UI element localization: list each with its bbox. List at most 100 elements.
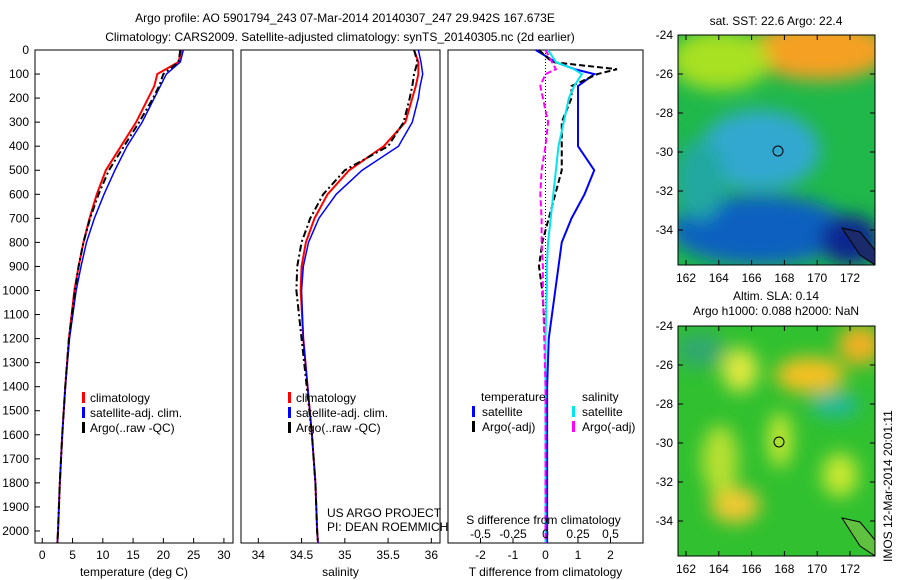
map-y-tick-label: -34 bbox=[656, 223, 674, 237]
legend-label: Argo(..raw -QC) bbox=[296, 421, 381, 435]
title-line-1: Argo profile: AO 5901794_243 07-Mar-2014… bbox=[135, 11, 555, 25]
x-tick-label: -1 bbox=[508, 548, 519, 562]
x-tick-label: -2 bbox=[475, 548, 486, 562]
legend-swatch bbox=[288, 407, 291, 418]
sst-map-title: sat. SST: 22.6 Argo: 22.4 bbox=[710, 14, 843, 28]
legend-label: climatology bbox=[90, 391, 150, 405]
legend-swatch bbox=[572, 421, 575, 432]
map-x-tick-label: 172 bbox=[840, 562, 860, 576]
title-line-2: Climatology: CARS2009. Satellite-adjuste… bbox=[105, 30, 575, 44]
map-x-tick-label: 172 bbox=[840, 271, 860, 285]
coastline bbox=[840, 227, 875, 265]
map-y-tick-label: -28 bbox=[656, 106, 674, 120]
y-tick-label: 200 bbox=[9, 91, 29, 105]
x2-tick-label: -0.25 bbox=[499, 527, 527, 541]
x-tick-label: 2 bbox=[607, 548, 614, 562]
map-y-tick-label: -26 bbox=[656, 358, 674, 372]
y-tick-label: 1900 bbox=[2, 500, 29, 514]
x-tick-label: 5 bbox=[69, 548, 76, 562]
map-y-tick-label: -26 bbox=[656, 67, 674, 81]
legend-label: Argo(-adj) bbox=[582, 420, 635, 434]
x-tick-label: 36 bbox=[425, 548, 439, 562]
sla-map-title-2: Argo h1000: 0.088 h2000: NaN bbox=[693, 304, 859, 318]
map-y-tick-label: -32 bbox=[656, 475, 674, 489]
series-line-s-argo-adj- bbox=[539, 49, 558, 543]
y-tick-label: 1300 bbox=[2, 356, 29, 370]
y-tick-label: 900 bbox=[9, 259, 29, 273]
legend-swatch bbox=[288, 422, 291, 433]
x-axis-label: salinity bbox=[322, 565, 359, 579]
y-tick-label: 2000 bbox=[2, 524, 29, 538]
argo-location-marker bbox=[772, 145, 784, 157]
series-line-argo-raw-qc- bbox=[295, 49, 419, 544]
legend-label: satellite-adj. clim. bbox=[296, 406, 388, 420]
series-line-climatology bbox=[299, 49, 420, 544]
legend-label: Argo(-adj) bbox=[482, 420, 535, 434]
map-y-tick-label: -30 bbox=[656, 436, 674, 450]
argo-location-marker bbox=[773, 436, 785, 448]
x-tick-label: 34 bbox=[252, 548, 266, 562]
map-x-tick-label: 170 bbox=[807, 271, 827, 285]
x-tick-label: 25 bbox=[187, 548, 201, 562]
map-x-tick-label: 168 bbox=[774, 562, 794, 576]
map-y-tick-label: -28 bbox=[656, 397, 674, 411]
y-tick-label: 1000 bbox=[2, 283, 29, 297]
x-tick-label: 10 bbox=[96, 548, 110, 562]
x2-tick-label: 0.5 bbox=[602, 527, 619, 541]
y-tick-label: 1600 bbox=[2, 428, 29, 442]
y-tick-label: 700 bbox=[9, 211, 29, 225]
x-tick-label: 0 bbox=[39, 548, 46, 562]
map-x-tick-label: 162 bbox=[676, 562, 696, 576]
x2-axis-label: S difference from climatology bbox=[466, 513, 621, 527]
timestamp: IMOS 12-Mar-2014 20:01:11 bbox=[881, 410, 895, 562]
x-axis-label: temperature (deg C) bbox=[80, 565, 188, 579]
y-tick-label: 100 bbox=[9, 67, 29, 81]
x-tick-label: 35.5 bbox=[376, 548, 400, 562]
map-x-tick-label: 166 bbox=[742, 271, 762, 285]
map-y-tick-label: -34 bbox=[656, 514, 674, 528]
legend-swatch bbox=[472, 421, 475, 432]
map-x-tick-label: 170 bbox=[807, 562, 827, 576]
y-tick-label: 1200 bbox=[2, 332, 29, 346]
legend-swatch bbox=[572, 406, 575, 417]
y-tick-label: 500 bbox=[9, 163, 29, 177]
legend-label: satellite-adj. clim. bbox=[90, 406, 182, 420]
legend-header-temperature: temperature bbox=[481, 390, 546, 404]
sla-map-frame bbox=[677, 325, 876, 557]
y-tick-label: 600 bbox=[9, 187, 29, 201]
x-tick-label: 35 bbox=[338, 548, 352, 562]
map-x-tick-label: 164 bbox=[709, 271, 729, 285]
map-y-tick-label: -24 bbox=[656, 28, 674, 42]
map-y-tick-label: -30 bbox=[656, 145, 674, 159]
map-x-tick-label: 166 bbox=[742, 562, 762, 576]
map-y-tick-label: -32 bbox=[656, 184, 674, 198]
map-x-tick-label: 168 bbox=[774, 271, 794, 285]
x-tick-label: 0 bbox=[542, 548, 549, 562]
x-tick-label: 15 bbox=[126, 548, 140, 562]
y-tick-label: 1500 bbox=[2, 404, 29, 418]
panel-differences: -2 -1 0 1 2 T difference from climatology -0.5… bbox=[447, 49, 644, 579]
coastline bbox=[840, 517, 875, 556]
y-tick-label: 1700 bbox=[2, 452, 29, 466]
legend-header-salinity: salinity bbox=[582, 390, 619, 404]
credit-pi: PI: DEAN ROEMMICH bbox=[327, 520, 448, 534]
x-axis-label: T difference from climatology bbox=[469, 565, 623, 579]
y-tick-label: 0 bbox=[22, 43, 29, 57]
x-tick-label: 20 bbox=[157, 548, 171, 562]
panel-salinity: 34 34.5 35 35.5 36 salinity climatologysatelli… bbox=[240, 49, 441, 579]
map-y-tick-label: -24 bbox=[656, 319, 674, 333]
legend-swatch bbox=[288, 392, 291, 403]
sst-map-frame bbox=[677, 34, 876, 266]
x-tick-label: 1 bbox=[575, 548, 582, 562]
legend-swatch bbox=[82, 422, 85, 433]
x2-tick-label: -0.5 bbox=[470, 527, 491, 541]
sst-map bbox=[678, 35, 875, 265]
series-line-satellite-adj-clim- bbox=[56, 49, 185, 544]
y-tick-label: 300 bbox=[9, 115, 29, 129]
sla-map bbox=[678, 326, 875, 556]
map-x-tick-label: 162 bbox=[676, 271, 696, 285]
plot-frame bbox=[34, 49, 234, 544]
panel-temperature: 0 5 10 15 20 25 30 temperature (deg C) 0 100 200 30… bbox=[2, 43, 234, 579]
legend-label: satellite bbox=[582, 405, 623, 419]
